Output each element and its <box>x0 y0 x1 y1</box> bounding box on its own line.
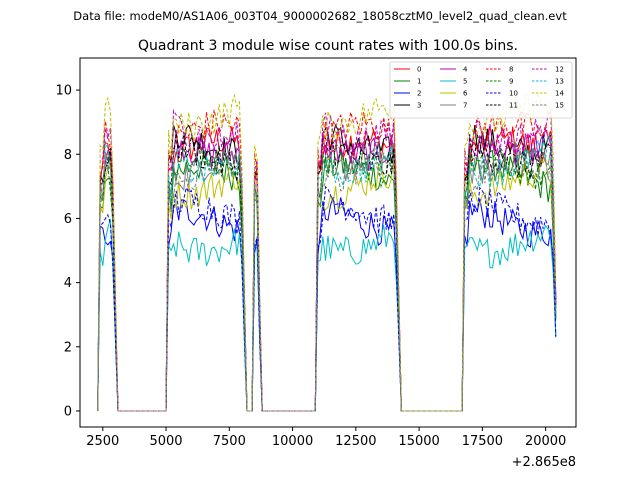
legend-label-10: 10 <box>509 90 518 98</box>
x-offset-label: +2.865e8 <box>512 455 576 470</box>
x-tick-label: 12500 <box>335 434 376 449</box>
legend-label-6: 6 <box>463 90 468 98</box>
chart-title: Quadrant 3 module wise count rates with … <box>138 38 518 54</box>
y-tick-label: 6 <box>64 212 72 227</box>
series-line-14 <box>97 91 557 412</box>
legend-label-13: 13 <box>555 78 564 86</box>
series-line-5 <box>97 218 557 412</box>
legend-label-0: 0 <box>417 66 421 74</box>
legend-label-5: 5 <box>463 78 467 86</box>
y-tick-label: 0 <box>64 404 72 419</box>
legend-label-3: 3 <box>417 102 421 110</box>
legend-label-15: 15 <box>555 102 564 110</box>
legend-box <box>389 61 573 119</box>
plot-frame <box>79 57 577 428</box>
y-tick-label: 2 <box>64 340 72 355</box>
x-tick-label: 7500 <box>213 434 246 449</box>
y-tick-label: 10 <box>55 84 72 99</box>
legend-label-11: 11 <box>509 102 518 110</box>
legend-label-1: 1 <box>417 78 421 86</box>
legend-label-4: 4 <box>463 66 468 74</box>
legend-label-14: 14 <box>555 90 564 98</box>
chart-suptitle: Data file: modeM0/AS1A06_003T04_90000026… <box>73 9 567 23</box>
x-tick-label: 10000 <box>272 434 313 449</box>
legend-label-9: 9 <box>509 78 513 86</box>
legend-label-7: 7 <box>463 102 467 110</box>
series-line-13 <box>97 134 557 412</box>
x-axis: 2500 5000 7500 10000 12500 15000 17500 20000 <box>86 427 566 449</box>
x-tick-label: 5000 <box>149 434 182 449</box>
series-line-10 <box>97 185 557 412</box>
series-line-15 <box>97 147 557 412</box>
x-tick-label: 20000 <box>525 434 566 449</box>
x-tick-label: 2500 <box>86 434 119 449</box>
x-tick-label: 17500 <box>462 434 503 449</box>
y-tick-label: 8 <box>64 148 72 163</box>
y-axis: 0 2 4 6 8 10 <box>55 84 80 419</box>
legend-label-12: 12 <box>555 66 564 74</box>
legend-label-8: 8 <box>509 66 513 74</box>
y-tick-label: 4 <box>64 276 72 291</box>
series-lines <box>97 91 557 412</box>
legend-label-2: 2 <box>417 90 421 98</box>
series-line-7 <box>97 141 557 412</box>
x-tick-label: 15000 <box>398 434 439 449</box>
